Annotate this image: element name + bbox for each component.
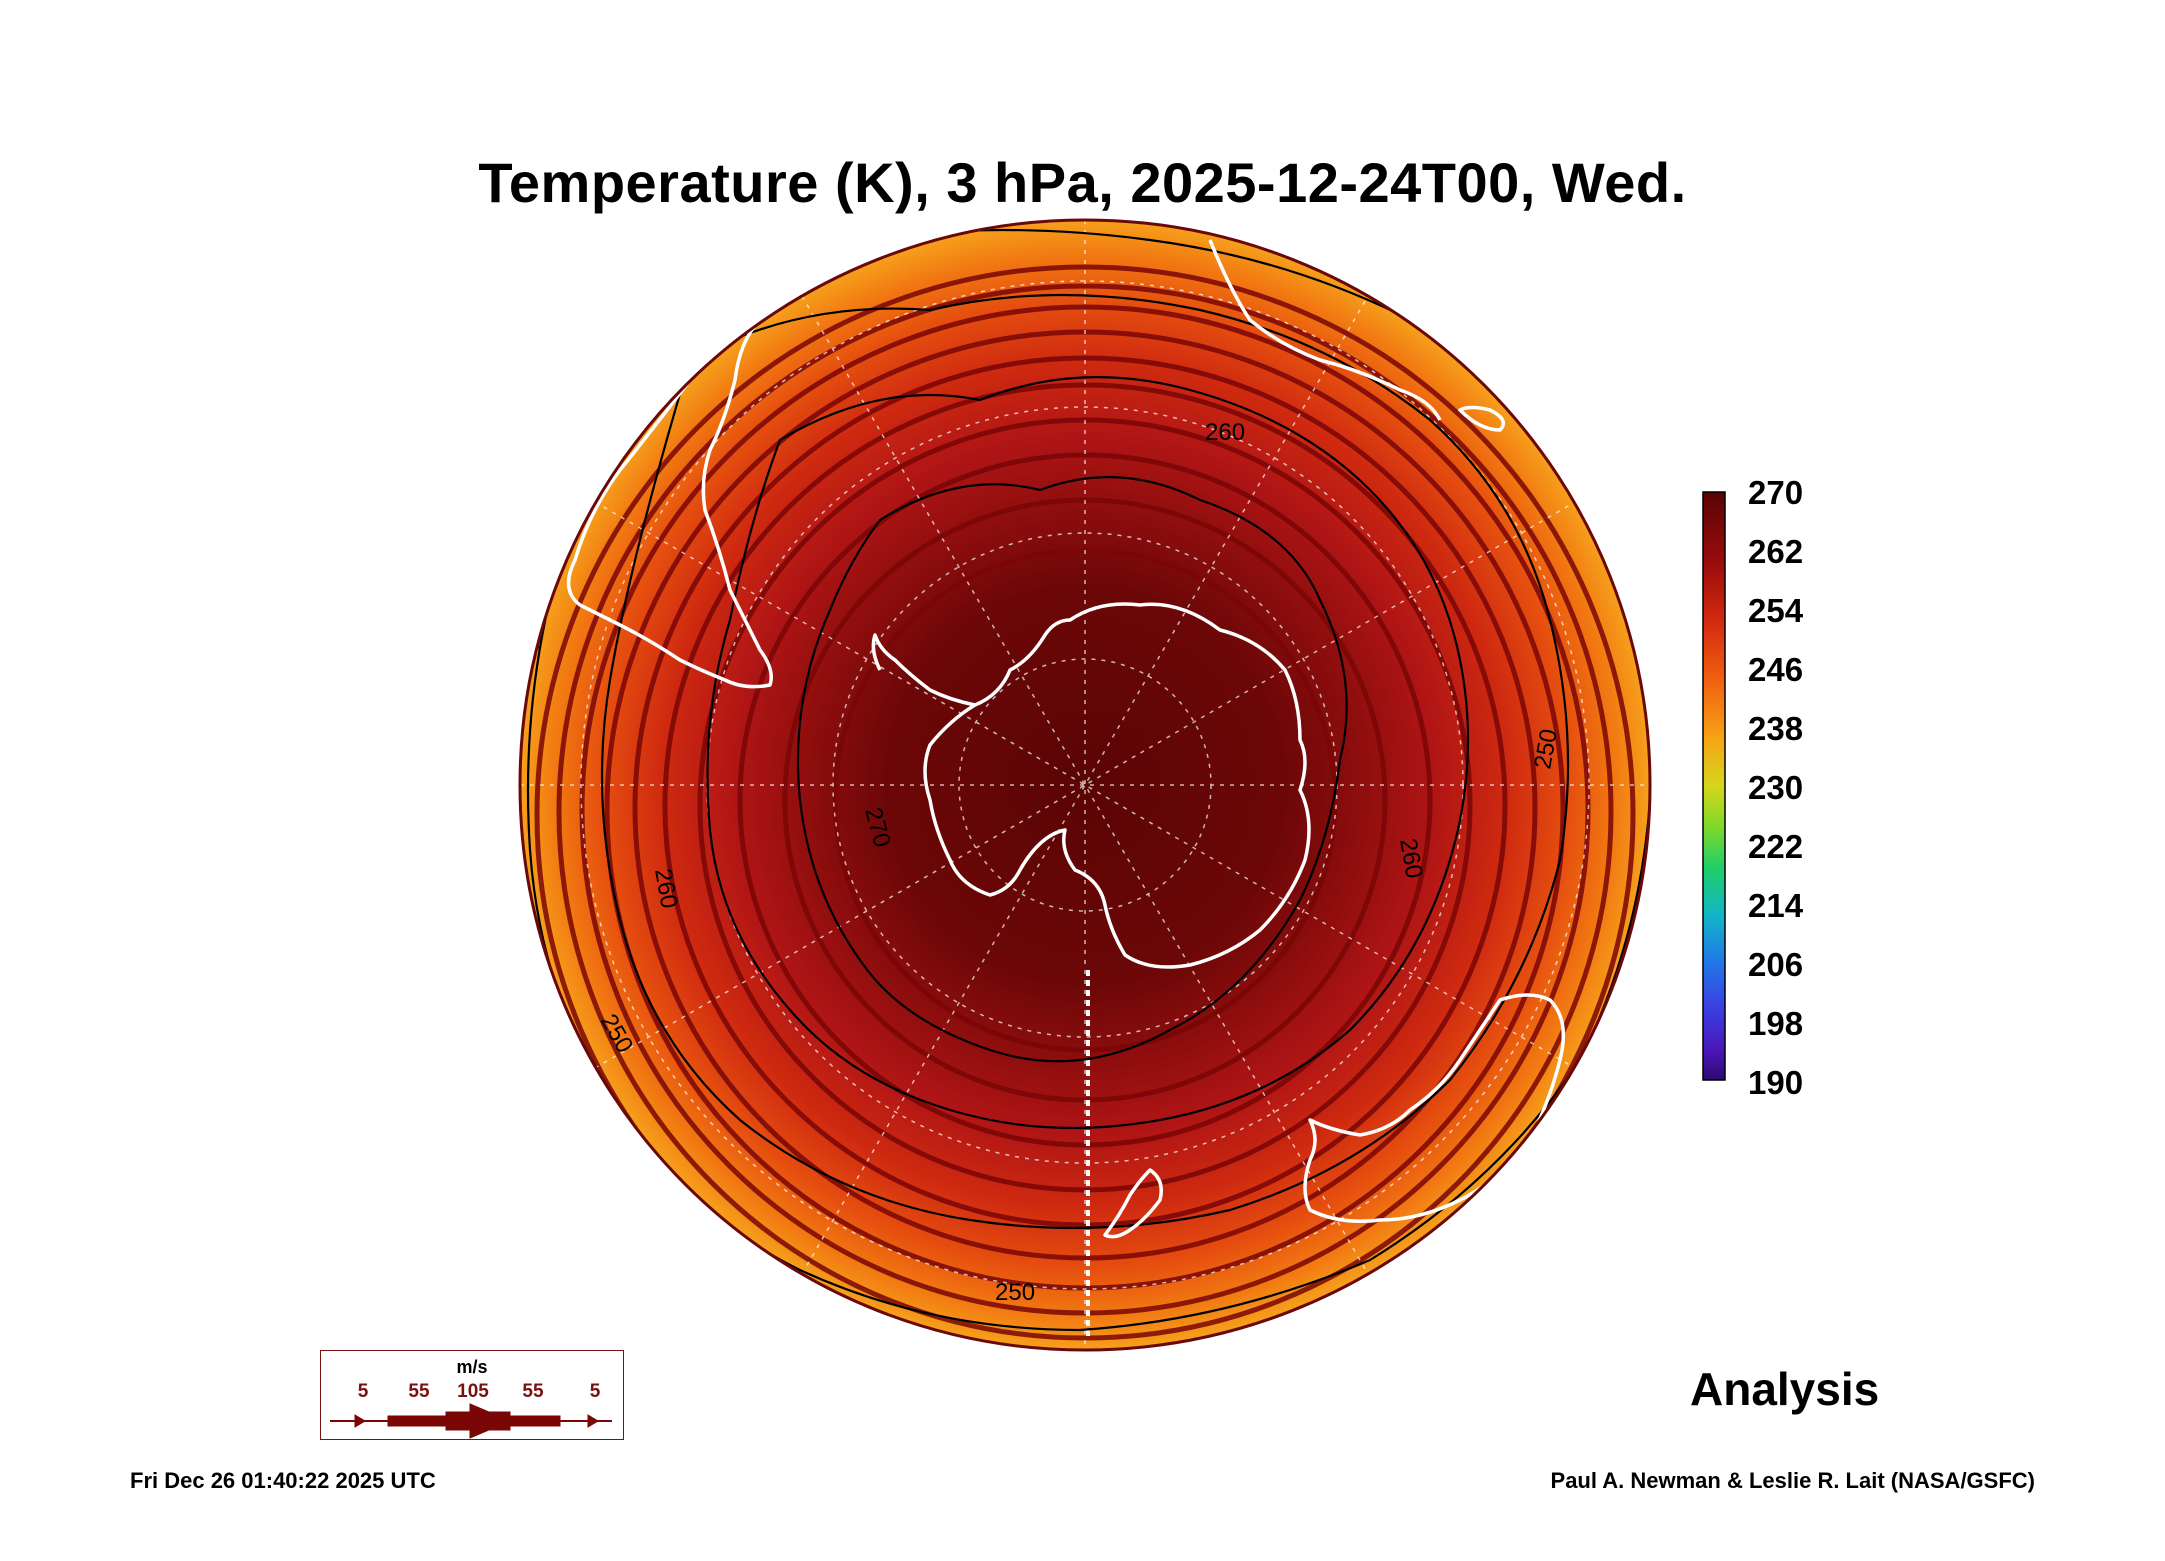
australia-coastline [1303,993,1566,1223]
colorbar-tick: 214 [1748,887,1804,924]
wind-legend: m/s 5 55 105 55 5 [320,1350,624,1440]
colorbar-tick: 222 [1748,828,1804,865]
colorbar-tick: 206 [1748,946,1804,983]
colorbar-tick: 190 [1748,1064,1804,1101]
colorbar-tick: 230 [1748,769,1804,806]
contour-label: 260 [1205,419,1245,446]
colorbar-tick: 270 [1748,474,1804,511]
colorbar-tick: 246 [1748,651,1804,688]
footer-timestamp: Fri Dec 26 01:40:22 2025 UTC [130,1468,436,1493]
temperature-contours [526,228,1650,1332]
colorbar-tick: 262 [1748,533,1804,570]
wind-legend-value: 55 [408,1381,430,1402]
wind-legend-value: 5 [357,1381,369,1402]
footer-credit: Paul A. Newman & Leslie R. Lait (NASA/GS… [1550,1468,2035,1493]
wind-legend-value: 105 [457,1381,489,1402]
analysis-label: Analysis [1690,1363,1880,1415]
antarctic-peninsula-coastline [871,633,976,707]
new-zealand-coastline [1103,1168,1163,1239]
colorbar-tick: 198 [1748,1005,1804,1042]
wind-legend-value: 55 [522,1381,544,1402]
wind-legend-unit: m/s [456,1357,488,1377]
antarctica-coastline [923,602,1311,969]
colorbar-tick: 238 [1748,710,1804,747]
colorbar-tick: 254 [1748,592,1804,629]
africa-coastline [1208,239,1506,432]
coastlines [566,239,1566,1239]
map-title: Temperature (K), 3 hPa, 2025-12-24T00, W… [478,151,1687,214]
colorbar [1702,491,1726,1081]
wind-legend-arrow [330,1403,612,1439]
wind-legend-value: 5 [589,1381,601,1402]
contour-label: 250 [995,1279,1035,1306]
